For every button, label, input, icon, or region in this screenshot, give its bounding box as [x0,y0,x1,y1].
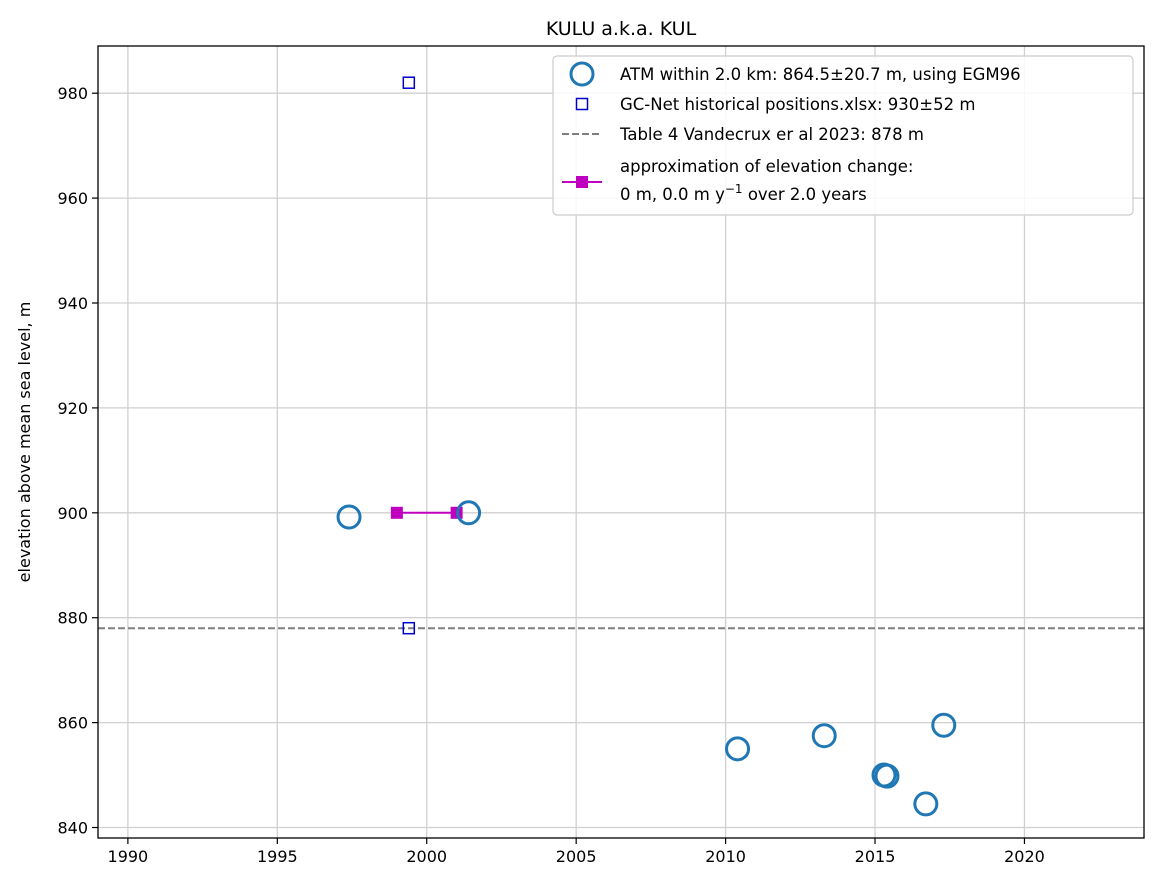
legend-handle-approximation-marker [576,176,588,188]
atm-point [725,736,751,762]
atm-point [931,712,957,738]
chart-title: KULU a.k.a. KUL [546,18,697,40]
legend-label-approximation-prefix: 0 m, 0.0 m y [620,185,725,204]
legend-label-approximation-line1: approximation of elevation change: [620,157,914,176]
atm-point [913,791,939,817]
x-tick-label: 1995 [257,847,298,866]
legend-handle-atm [569,61,595,87]
legend-label-reference: Table 4 Vandecrux er al 2023: 878 m [619,125,924,144]
legend-label-atm: ATM within 2.0 km: 864.5±20.7 m, using E… [620,65,1021,84]
legend-label-approximation-sup: −1 [725,182,743,196]
y-tick-label: 860 [57,714,88,733]
atm-point [874,763,900,789]
y-tick-label: 960 [57,189,88,208]
atm-point [336,504,362,530]
legend-box [552,55,1134,216]
x-tick-label: 2015 [855,847,896,866]
legend: ATM within 2.0 km: 864.5±20.7 m, using E… [552,55,1134,216]
y-tick-label: 880 [57,609,88,628]
y-tick-label: 920 [57,399,88,418]
x-tick-label: 2000 [406,847,447,866]
x-tick-label: 2010 [705,847,746,866]
x-tick-label: 2005 [556,847,597,866]
y-axis-label: elevation above mean sea level, m [15,302,34,583]
gcnet-point [402,621,416,635]
approximation-point [390,506,403,519]
x-tick-label: 1990 [108,847,149,866]
legend-label-approximation-suffix: over 2.0 years [743,185,867,204]
x-tick-label: 2020 [1004,847,1045,866]
data-layer [98,76,1144,817]
legend-handle-gcnet [575,97,589,111]
y-tick-label: 980 [57,84,88,103]
gcnet-point [402,76,416,89]
y-tick-label: 900 [57,504,88,523]
y-tick-label: 940 [57,294,88,313]
axes-frame [97,45,1145,839]
legend-label-gcnet: GC-Net historical positions.xlsx: 930±52… [620,95,975,114]
atm-point [811,723,837,749]
atm-point [456,500,482,526]
legend-label-approximation-line2: 0 m, 0.0 m y−1 over 2.0 years [620,182,867,204]
y-tick-label: 840 [57,819,88,838]
